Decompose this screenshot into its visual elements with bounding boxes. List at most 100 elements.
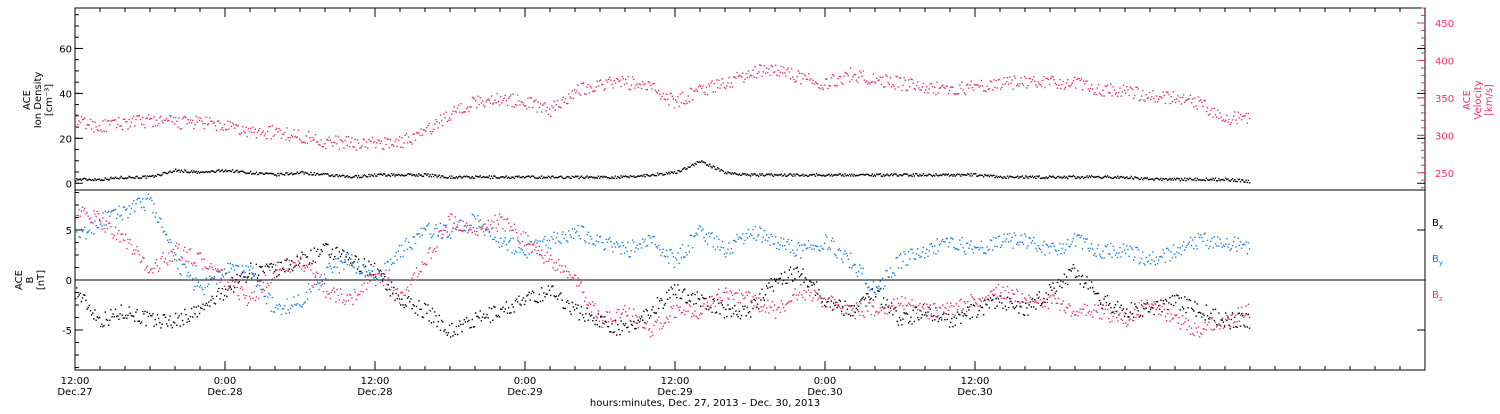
data-point [80, 293, 81, 294]
data-point [163, 122, 164, 123]
data-point [649, 235, 650, 236]
data-point [427, 125, 428, 126]
data-point [625, 311, 626, 312]
data-point [849, 81, 850, 82]
data-point [448, 216, 449, 217]
data-point [363, 175, 364, 176]
data-point [273, 173, 274, 174]
data-point [258, 298, 259, 299]
data-point [963, 315, 964, 316]
data-point [781, 66, 782, 67]
data-point [857, 276, 858, 277]
data-point [478, 317, 479, 318]
data-point [211, 277, 212, 278]
data-point [767, 240, 768, 241]
data-point [813, 80, 814, 81]
data-point [799, 276, 800, 277]
data-point [855, 264, 856, 265]
data-point [818, 87, 819, 88]
data-point [583, 226, 584, 227]
data-point [1101, 95, 1102, 96]
data-point [934, 303, 935, 304]
data-point [242, 126, 243, 127]
data-point [551, 236, 552, 237]
data-point [563, 97, 564, 98]
data-point [1065, 87, 1066, 88]
data-point [216, 296, 217, 297]
data-point [244, 132, 245, 133]
data-point [968, 309, 969, 310]
data-point [206, 116, 207, 117]
data-point [608, 79, 609, 80]
data-point [768, 312, 769, 313]
data-point [801, 273, 802, 274]
data-point [982, 247, 983, 248]
data-point [982, 175, 983, 176]
data-point [1069, 86, 1070, 87]
data-point [193, 289, 194, 290]
data-point [402, 147, 403, 148]
data-point [1141, 304, 1142, 305]
data-point [953, 174, 954, 175]
data-point [182, 320, 183, 321]
data-point [856, 272, 857, 273]
data-point [875, 82, 876, 83]
data-point [1083, 238, 1084, 239]
data-point [665, 303, 666, 304]
data-point [616, 312, 617, 313]
data-point [675, 99, 676, 100]
data-point [736, 292, 737, 293]
data-point [1132, 89, 1133, 90]
data-point [934, 245, 935, 246]
data-point [275, 264, 276, 265]
data-point [195, 171, 196, 172]
data-point [399, 245, 400, 246]
data-point [641, 315, 642, 316]
data-point [535, 246, 536, 247]
data-point [1242, 315, 1243, 316]
data-point [708, 232, 709, 233]
data-point [397, 146, 398, 147]
data-point [758, 71, 759, 72]
data-point [1209, 246, 1210, 247]
data-point [948, 314, 949, 315]
data-point [1239, 245, 1240, 246]
data-point [116, 239, 117, 240]
data-point [793, 174, 794, 175]
data-point [898, 175, 899, 176]
data-point [335, 135, 336, 136]
data-point [764, 304, 765, 305]
data-point [616, 178, 617, 179]
data-point [820, 297, 821, 298]
data-point [480, 175, 481, 176]
data-point [1151, 259, 1152, 260]
data-point [492, 178, 493, 179]
data-point [623, 323, 624, 324]
data-point [126, 208, 127, 209]
data-point [709, 86, 710, 87]
data-point [1072, 268, 1073, 269]
data-point [181, 170, 182, 171]
data-point [1041, 86, 1042, 87]
data-point [450, 178, 451, 179]
data-point [453, 331, 454, 332]
data-point [648, 329, 649, 330]
data-point [673, 173, 674, 174]
data-point [598, 176, 599, 177]
data-point [1031, 306, 1032, 307]
data-point [558, 295, 559, 296]
data-point [770, 278, 771, 279]
data-point [301, 252, 302, 253]
data-point [1090, 248, 1091, 249]
data-point [192, 172, 193, 173]
data-point [627, 327, 628, 328]
data-point [209, 305, 210, 306]
data-point [789, 244, 790, 245]
data-point [1026, 87, 1027, 88]
data-point [1118, 92, 1119, 93]
data-point [539, 107, 540, 108]
data-point [365, 146, 366, 147]
data-point [726, 85, 727, 86]
data-point [280, 305, 281, 306]
data-point [840, 250, 841, 251]
